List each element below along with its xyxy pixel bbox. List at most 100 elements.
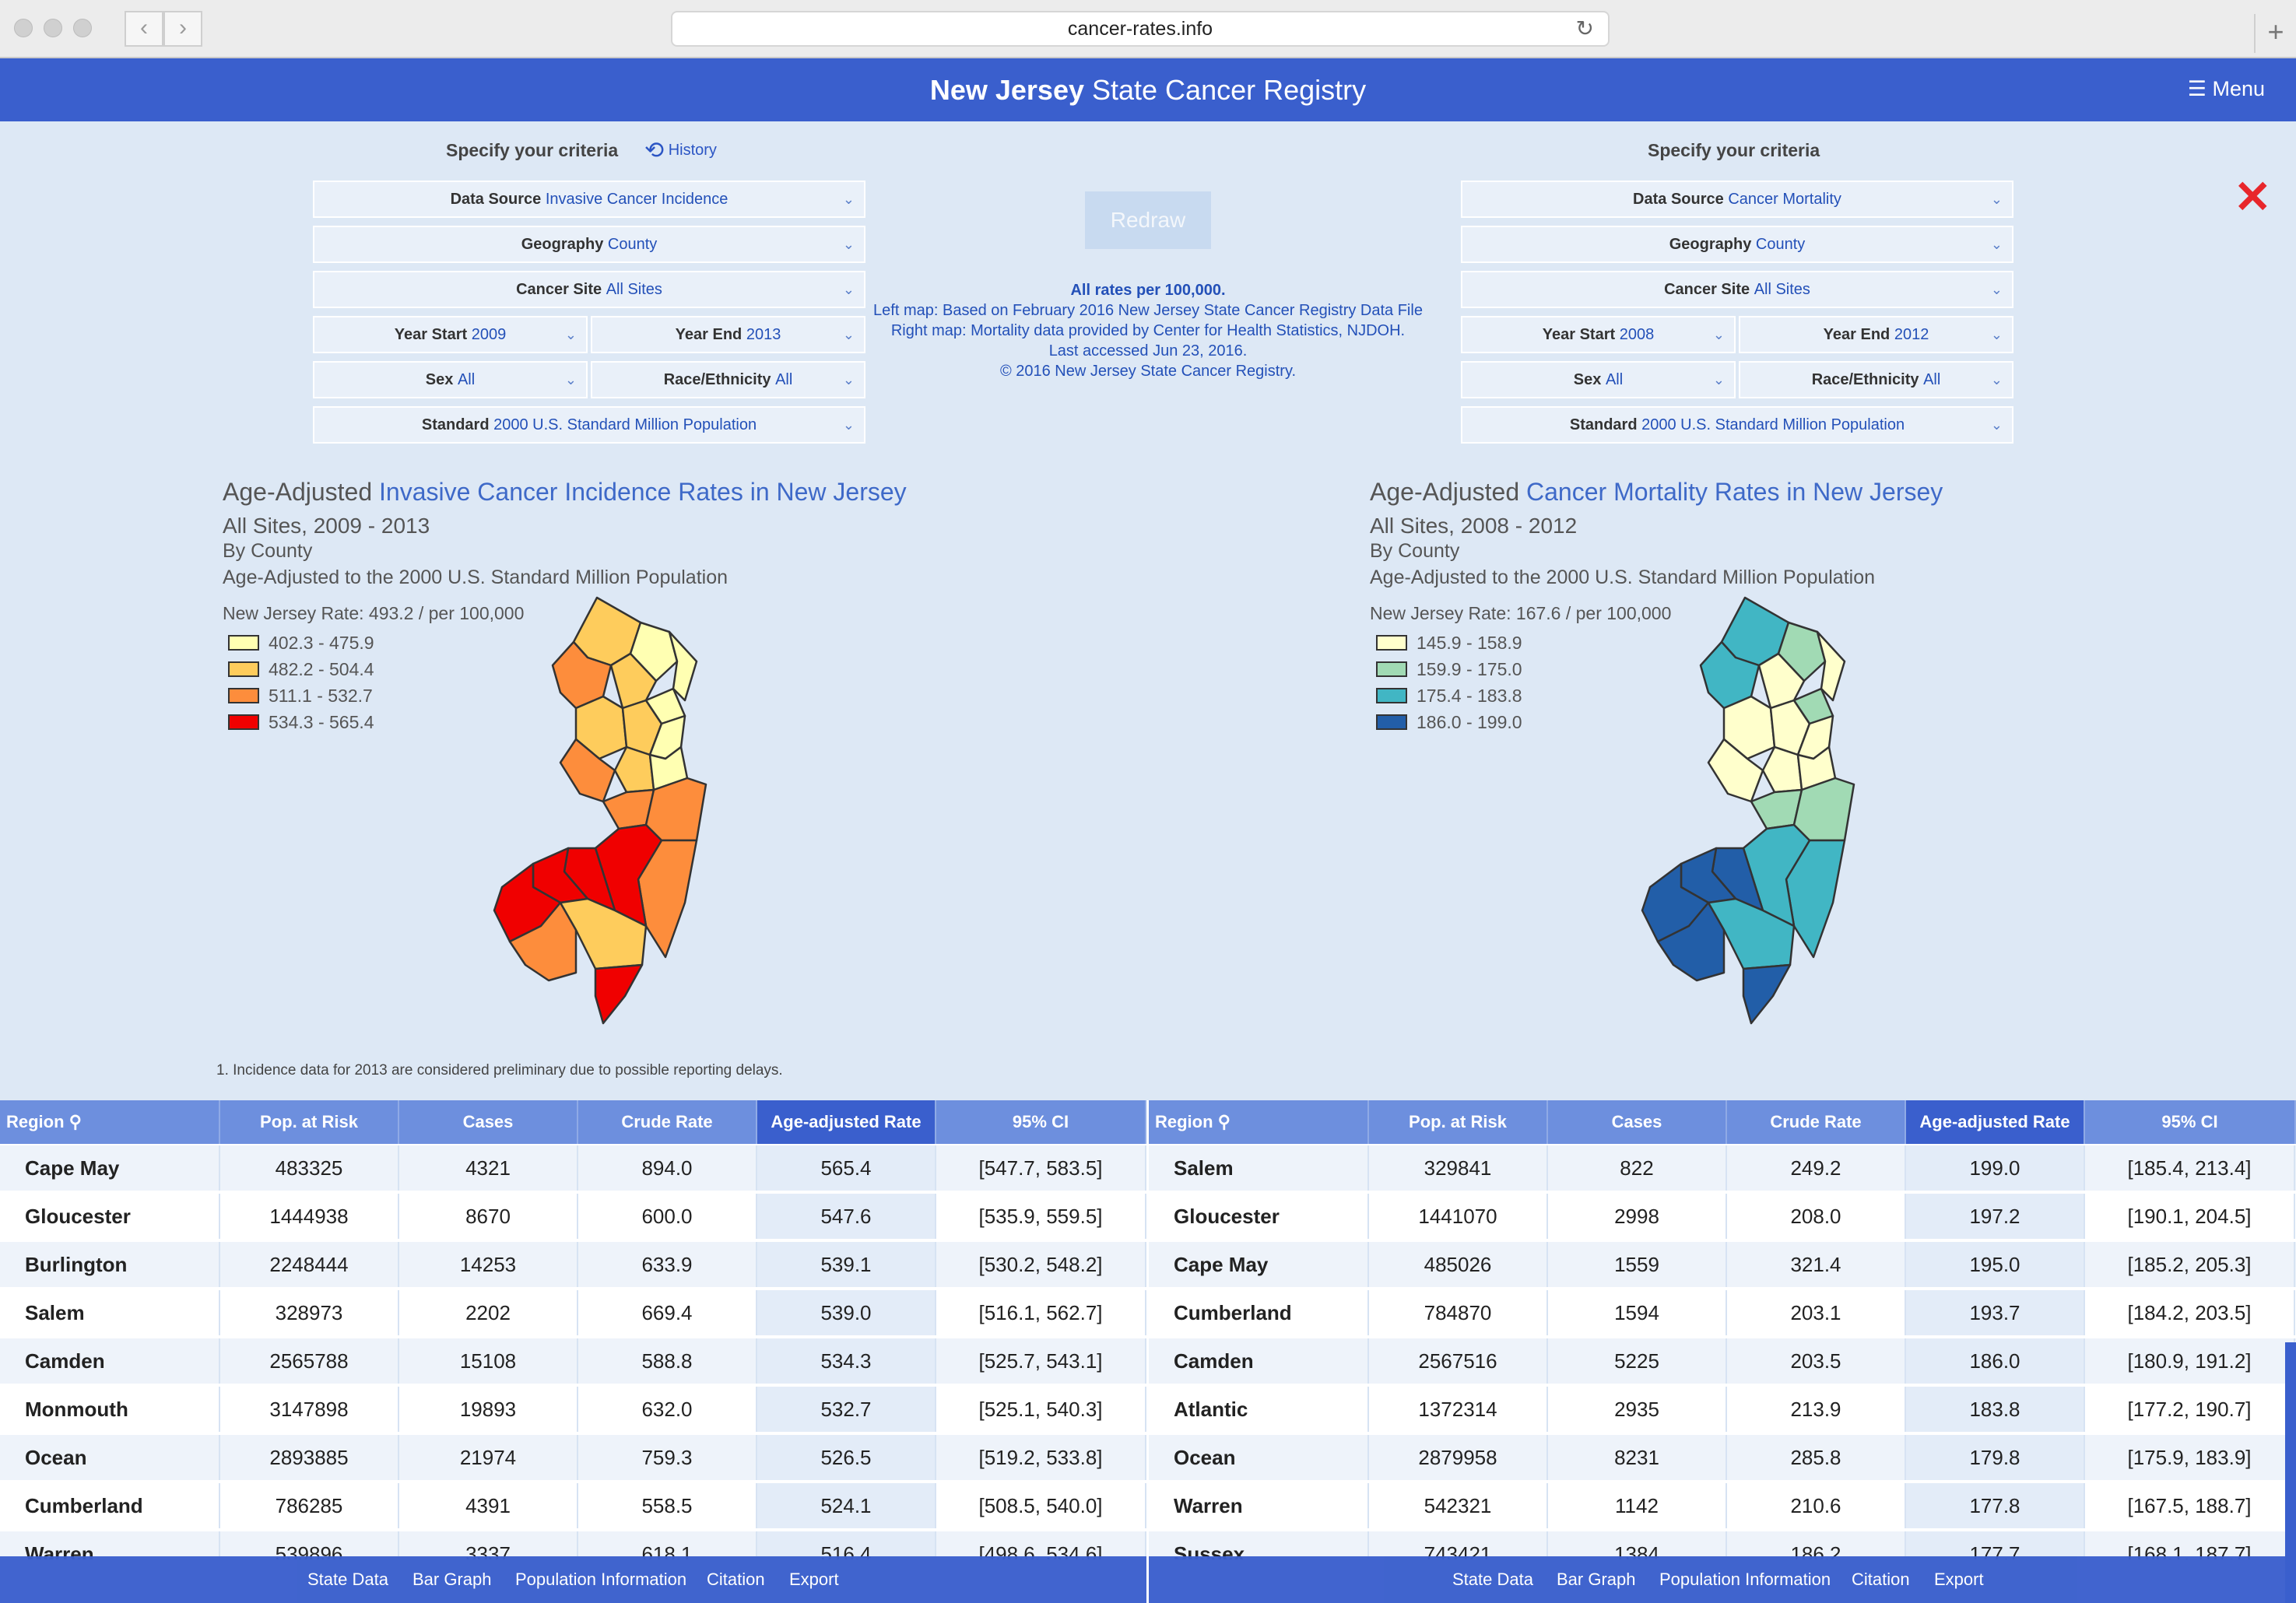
table-row[interactable]: Sussex 743421 1384 186.2 177.7 [168.1, 187.7] — [1149, 1531, 2296, 1559]
right-year-end-select[interactable]: Year End 2012 ⌄ — [1739, 316, 2013, 353]
legend-swatch — [228, 635, 259, 651]
table-row[interactable]: Ocean 2893885 21974 759.3 526.5 [519.2, 533.8… — [0, 1435, 1146, 1480]
left-standard-select[interactable]: Standard 2000 U.S. Standard Million Popu… — [313, 406, 865, 444]
right-standard-select[interactable]: Standard 2000 U.S. Standard Million Popu… — [1461, 406, 2013, 444]
table-row[interactable]: Monmouth 3147898 19893 632.0 532.7 [525.1, 54… — [0, 1387, 1146, 1432]
search-icon[interactable]: ⚲ — [68, 1112, 82, 1131]
site-title: New Jersey State Cancer Registry — [0, 74, 2296, 107]
right-year-start-select[interactable]: Year Start 2008 ⌄ — [1461, 316, 1736, 353]
cell-crude-rate: 203.1 — [1727, 1290, 1906, 1335]
column-header-ci[interactable]: 95% CI — [936, 1100, 1146, 1144]
cell-pop-at-risk: 1441070 — [1369, 1194, 1548, 1239]
table-row[interactable]: Cumberland 784870 1594 203.1 193.7 [184.2, 20… — [1149, 1290, 2296, 1335]
column-header-pop[interactable]: Pop. at Risk — [220, 1100, 399, 1144]
column-header-age-adjusted-rate[interactable]: Age-adjusted Rate — [1906, 1100, 2085, 1144]
table-row[interactable]: Ocean 2879958 8231 285.8 179.8 [175.9, 183.9] — [1149, 1435, 2296, 1480]
table-row[interactable]: Warren 539896 3337 618.1 516.4 [498.6, 534.6] — [0, 1531, 1146, 1559]
history-link[interactable]: ⟲ History — [644, 137, 717, 164]
left-sex-select[interactable]: Sex All ⌄ — [313, 361, 588, 398]
cell-cases: 1559 — [1548, 1242, 1727, 1287]
table-row[interactable]: Burlington 2248444 14253 633.9 539.1 [530.2, … — [0, 1242, 1146, 1287]
column-header-cases[interactable]: Cases — [1548, 1100, 1727, 1144]
left-geography-select[interactable]: Geography County ⌄ — [313, 226, 865, 263]
table-row[interactable]: Cumberland 786285 4391 558.5 524.1 [508.5, 54… — [0, 1483, 1146, 1528]
redraw-button[interactable]: Redraw — [1085, 191, 1211, 249]
column-header-region[interactable]: Region ⚲ — [0, 1100, 220, 1144]
table-row[interactable]: Salem 328973 2202 669.4 539.0 [516.1, 562.7] — [0, 1290, 1146, 1335]
close-compare-icon[interactable]: ✕ — [2234, 172, 2272, 223]
chevron-left-icon: ‹ — [140, 15, 148, 40]
citation-link[interactable]: Citation — [707, 1570, 765, 1589]
reload-icon[interactable]: ↻ — [1575, 16, 1594, 40]
cell-age-adjusted-rate: 186.0 — [1906, 1338, 2085, 1384]
maximize-window-button[interactable] — [73, 19, 92, 37]
right-sex-select[interactable]: Sex All ⌄ — [1461, 361, 1736, 398]
export-link[interactable]: Export — [1934, 1570, 1984, 1589]
column-header-cases[interactable]: Cases — [399, 1100, 578, 1144]
left-data-source-select[interactable]: Data Source Invasive Cancer Incidence ⌄ — [313, 181, 865, 218]
vertical-scrollbar[interactable] — [2285, 1342, 2296, 1603]
new-tab-button[interactable]: + — [2254, 14, 2296, 53]
table-row[interactable]: Gloucester 1444938 8670 600.0 547.6 [535.9, 5… — [0, 1194, 1146, 1239]
cell-pop-at-risk: 1372314 — [1369, 1387, 1548, 1432]
table-row[interactable]: Gloucester 1441070 2998 208.0 197.2 [190.1, 2… — [1149, 1194, 2296, 1239]
citation-link[interactable]: Citation — [1852, 1570, 1910, 1589]
cell-crude-rate: 213.9 — [1727, 1387, 1906, 1432]
cell-region: Atlantic — [1149, 1387, 1369, 1432]
column-header-region[interactable]: Region ⚲ — [1149, 1100, 1369, 1144]
column-header-crude-rate[interactable]: Crude Rate — [1727, 1100, 1906, 1144]
state-data-link[interactable]: State Data — [1452, 1570, 1533, 1589]
right-year-start-value: 2008 — [1619, 326, 1655, 343]
population-info-link[interactable]: Population Information — [515, 1570, 687, 1589]
left-map-subtitle: All Sites, 2009 - 2013 — [223, 514, 430, 538]
table-row[interactable]: Atlantic 1372314 2935 213.9 183.8 [177.2, 190… — [1149, 1387, 2296, 1432]
search-icon[interactable]: ⚲ — [1217, 1112, 1231, 1131]
table-row[interactable]: Camden 2567516 5225 203.5 186.0 [180.9, 191.2… — [1149, 1338, 2296, 1384]
address-bar[interactable]: cancer-rates.info ↻ — [671, 11, 1610, 47]
right-map-title: Age-Adjusted Cancer Mortality Rates in N… — [1370, 478, 1943, 507]
legend-swatch — [1376, 688, 1407, 703]
right-data-source-select[interactable]: Data Source Cancer Mortality ⌄ — [1461, 181, 2013, 218]
right-cancer-site-select[interactable]: Cancer Site All Sites ⌄ — [1461, 271, 2013, 308]
right-data-source-value: Cancer Mortality — [1728, 191, 1841, 208]
export-link[interactable]: Export — [789, 1570, 839, 1589]
left-cancer-site-select[interactable]: Cancer Site All Sites ⌄ — [313, 271, 865, 308]
table-row[interactable]: Cape May 483325 4321 894.0 565.4 [547.7, 583.… — [0, 1145, 1146, 1191]
left-race-select[interactable]: Race/Ethnicity All ⌄ — [591, 361, 865, 398]
right-race-select[interactable]: Race/Ethnicity All ⌄ — [1739, 361, 2013, 398]
table-row[interactable]: Salem 329841 822 249.2 199.0 [185.4, 213.4] — [1149, 1145, 2296, 1191]
forward-button[interactable]: › — [163, 11, 202, 47]
cell-ci: [525.7, 543.1] — [936, 1338, 1146, 1384]
cell-age-adjusted-rate: 534.3 — [757, 1338, 936, 1384]
column-header-pop[interactable]: Pop. at Risk — [1369, 1100, 1548, 1144]
left-year-end-select[interactable]: Year End 2013 ⌄ — [591, 316, 865, 353]
left-year-start-select[interactable]: Year Start 2009 ⌄ — [313, 316, 588, 353]
state-data-link[interactable]: State Data — [307, 1570, 388, 1589]
cell-cases: 1594 — [1548, 1290, 1727, 1335]
right-sex-value: All — [1605, 371, 1624, 388]
close-window-button[interactable] — [14, 19, 33, 37]
bar-graph-link[interactable]: Bar Graph — [413, 1570, 492, 1589]
column-header-crude-rate[interactable]: Crude Rate — [578, 1100, 757, 1144]
menu-button[interactable]: ☰ Menu — [2188, 77, 2265, 101]
table-row[interactable]: Cape May 485026 1559 321.4 195.0 [185.2, 205.… — [1149, 1242, 2296, 1287]
left-data-source-value: Invasive Cancer Incidence — [545, 191, 728, 208]
table-row[interactable]: Camden 2565788 15108 588.8 534.3 [525.7, 543.… — [0, 1338, 1146, 1384]
region-header-label: Region — [6, 1112, 65, 1131]
chevron-down-icon: ⌄ — [1990, 191, 2003, 207]
legend-label: 402.3 - 475.9 — [269, 633, 374, 653]
right-map-subtitle: All Sites, 2008 - 2012 — [1370, 514, 1578, 538]
minimize-window-button[interactable] — [44, 19, 62, 37]
column-header-age-adjusted-rate[interactable]: Age-adjusted Rate — [757, 1100, 936, 1144]
column-header-ci[interactable]: 95% CI — [2085, 1100, 2296, 1144]
note-line: Right map: Mortality data provided by Ce… — [890, 322, 1406, 339]
population-info-link[interactable]: Population Information — [1659, 1570, 1831, 1589]
left-county-map — [493, 596, 707, 1025]
back-button[interactable]: ‹ — [125, 11, 163, 47]
cell-age-adjusted-rate: 193.7 — [1906, 1290, 2085, 1335]
table-row[interactable]: Warren 542321 1142 210.6 177.8 [167.5, 188.7] — [1149, 1483, 2296, 1528]
right-geography-select[interactable]: Geography County ⌄ — [1461, 226, 2013, 263]
legend-swatch — [1376, 635, 1407, 651]
bar-graph-link[interactable]: Bar Graph — [1557, 1570, 1636, 1589]
cell-age-adjusted-rate: 195.0 — [1906, 1242, 2085, 1287]
